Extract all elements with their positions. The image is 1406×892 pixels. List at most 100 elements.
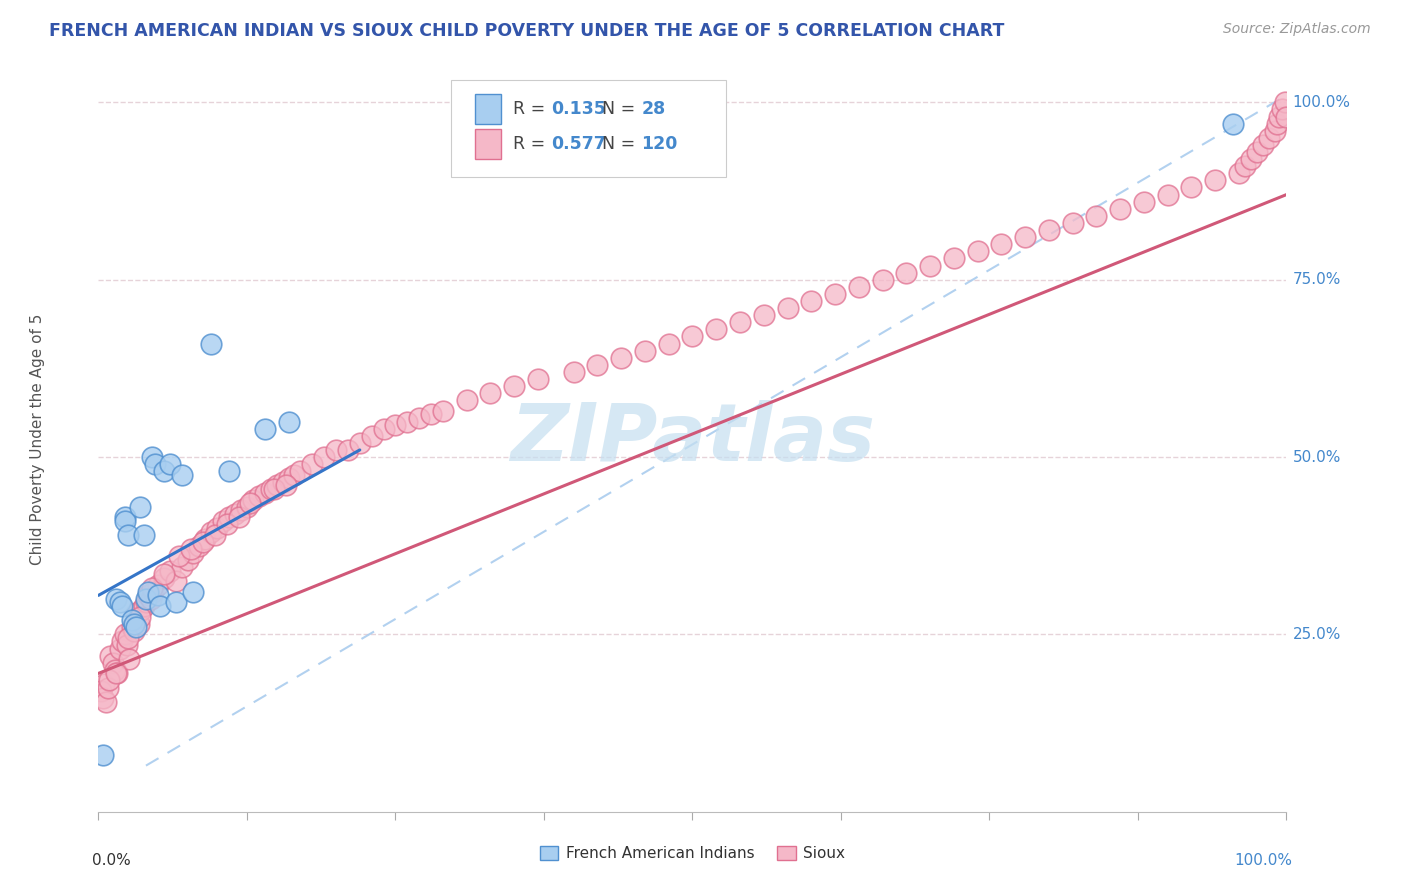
Point bbox=[118, 652, 141, 666]
Point bbox=[200, 524, 222, 539]
Point bbox=[704, 322, 727, 336]
Point bbox=[527, 372, 550, 386]
Point bbox=[966, 244, 988, 259]
Point bbox=[1014, 230, 1036, 244]
Point bbox=[141, 582, 163, 596]
Text: N =: N = bbox=[602, 101, 641, 119]
Point bbox=[776, 301, 799, 315]
Point bbox=[117, 528, 139, 542]
Point bbox=[824, 286, 846, 301]
Point bbox=[1275, 110, 1298, 124]
Point bbox=[1233, 159, 1256, 173]
Point bbox=[188, 539, 211, 553]
Point bbox=[194, 532, 217, 546]
Text: 0.577: 0.577 bbox=[551, 135, 606, 153]
Point bbox=[146, 588, 169, 602]
Point bbox=[586, 358, 609, 372]
Point bbox=[212, 514, 235, 528]
Text: 75.0%: 75.0% bbox=[1292, 272, 1341, 287]
Point bbox=[283, 467, 305, 482]
Point bbox=[848, 280, 870, 294]
Point bbox=[135, 591, 157, 606]
Point bbox=[152, 464, 174, 478]
Point bbox=[107, 666, 129, 681]
Text: 100.0%: 100.0% bbox=[1292, 95, 1350, 110]
Text: Child Poverty Under the Age of 5: Child Poverty Under the Age of 5 bbox=[30, 314, 45, 565]
Point bbox=[314, 450, 336, 464]
Point bbox=[752, 308, 775, 322]
Point bbox=[117, 631, 139, 645]
Point bbox=[105, 591, 128, 606]
Point bbox=[114, 514, 136, 528]
Point bbox=[384, 418, 406, 433]
Point bbox=[920, 259, 942, 273]
Text: ZIPatlas: ZIPatlas bbox=[510, 401, 875, 478]
Point bbox=[1133, 194, 1156, 209]
Point bbox=[200, 336, 222, 351]
Point bbox=[215, 517, 238, 532]
Point bbox=[122, 616, 145, 631]
Point bbox=[290, 464, 312, 478]
Point bbox=[1085, 209, 1108, 223]
Point bbox=[990, 237, 1012, 252]
Point bbox=[170, 560, 193, 574]
Point bbox=[122, 624, 145, 638]
Point bbox=[634, 343, 657, 358]
Point bbox=[142, 584, 165, 599]
Text: N =: N = bbox=[602, 135, 641, 153]
Point bbox=[1257, 131, 1279, 145]
Point bbox=[191, 535, 214, 549]
Point bbox=[349, 435, 371, 450]
Point bbox=[218, 464, 240, 478]
Point bbox=[1240, 152, 1263, 166]
Text: Source: ZipAtlas.com: Source: ZipAtlas.com bbox=[1223, 22, 1371, 37]
Point bbox=[176, 553, 198, 567]
Point bbox=[114, 510, 136, 524]
Point bbox=[247, 489, 270, 503]
Point bbox=[236, 500, 259, 514]
Point bbox=[114, 627, 136, 641]
Point bbox=[125, 620, 148, 634]
Point bbox=[141, 450, 163, 464]
Point bbox=[145, 457, 167, 471]
Point bbox=[165, 595, 187, 609]
Point bbox=[1222, 117, 1244, 131]
Text: R =: R = bbox=[513, 101, 551, 119]
Point bbox=[432, 404, 454, 418]
Point bbox=[90, 684, 112, 698]
Point bbox=[681, 329, 703, 343]
Point bbox=[242, 492, 264, 507]
Point bbox=[253, 422, 276, 436]
Point bbox=[125, 606, 148, 620]
Point bbox=[562, 365, 585, 379]
Point bbox=[336, 442, 359, 457]
Point bbox=[277, 415, 299, 429]
Point bbox=[97, 681, 120, 695]
Text: 50.0%: 50.0% bbox=[1292, 450, 1341, 465]
Point bbox=[115, 638, 138, 652]
Point bbox=[1038, 223, 1060, 237]
Point bbox=[360, 429, 382, 443]
Point bbox=[479, 386, 502, 401]
FancyBboxPatch shape bbox=[475, 95, 501, 124]
Text: FRENCH AMERICAN INDIAN VS SIOUX CHILD POVERTY UNDER THE AGE OF 5 CORRELATION CHA: FRENCH AMERICAN INDIAN VS SIOUX CHILD PO… bbox=[49, 22, 1004, 40]
Point bbox=[135, 595, 157, 609]
Text: 120: 120 bbox=[641, 135, 678, 153]
Point bbox=[218, 510, 240, 524]
Point bbox=[132, 528, 155, 542]
Point bbox=[800, 293, 823, 308]
Point bbox=[1265, 117, 1288, 131]
Point bbox=[253, 485, 276, 500]
Point bbox=[301, 457, 323, 471]
Text: R =: R = bbox=[513, 135, 551, 153]
Point bbox=[111, 599, 134, 613]
Point bbox=[98, 648, 121, 663]
Point bbox=[408, 411, 430, 425]
Point bbox=[204, 528, 226, 542]
Point bbox=[183, 546, 205, 560]
Point bbox=[1227, 166, 1250, 180]
Point bbox=[167, 549, 190, 564]
Point bbox=[271, 475, 294, 489]
Point bbox=[239, 496, 262, 510]
Point bbox=[104, 663, 127, 677]
